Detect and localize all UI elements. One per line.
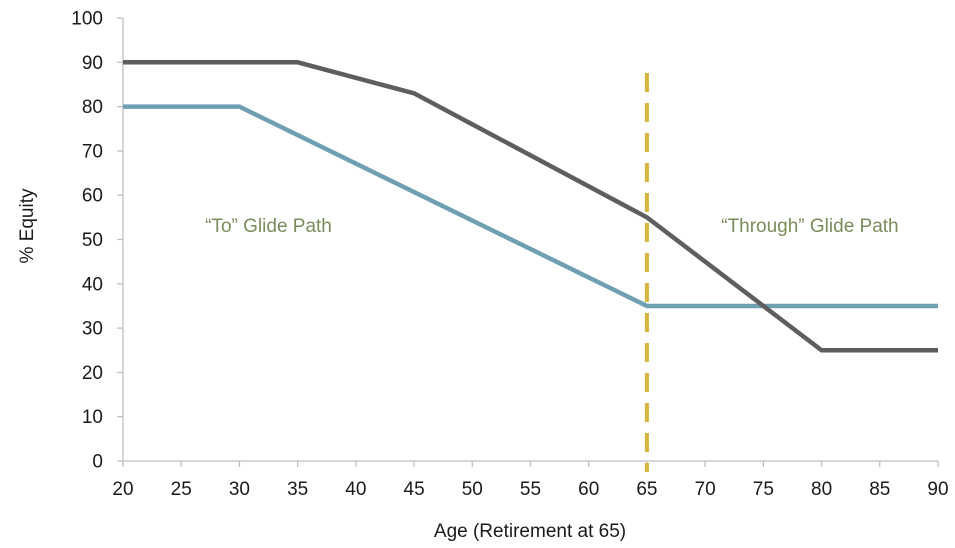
y-tick-label: 10 (82, 407, 103, 428)
x-axis-title: Age (Retirement at 65) (434, 521, 626, 542)
x-tick-label: 55 (520, 479, 541, 500)
x-tick-label: 30 (229, 479, 250, 500)
x-tick-label: 40 (345, 479, 366, 500)
x-tick-label: 50 (462, 479, 483, 500)
y-tick-label: 70 (82, 141, 103, 162)
annotations: “To” Glide Path “Through” Glide Path (205, 216, 898, 237)
x-tick-label: 20 (112, 479, 133, 500)
y-tick-label: 40 (82, 274, 103, 295)
annotation-to-glide-path: “To” Glide Path (205, 216, 332, 237)
x-axis-ticks: 20 25 30 35 40 45 50 55 60 65 70 75 80 85 90 (112, 461, 949, 500)
y-tick-label: 0 (92, 452, 103, 473)
series (123, 60, 938, 353)
x-tick-label: 75 (753, 479, 774, 500)
y-tick-label: 20 (82, 363, 103, 384)
x-tick-label: 80 (811, 479, 832, 500)
y-tick-label: 60 (82, 186, 103, 207)
x-tick-label: 45 (404, 479, 425, 500)
x-tick-label: 60 (578, 479, 599, 500)
y-tick-label: 50 (82, 230, 103, 251)
series-line-gray (123, 60, 938, 353)
x-tick-label: 65 (636, 479, 657, 500)
x-tick-label: 85 (869, 479, 890, 500)
x-tick-label: 90 (927, 479, 948, 500)
y-tick-label: 30 (82, 319, 103, 340)
x-tick-label: 70 (695, 479, 716, 500)
x-tick-label: 25 (171, 479, 192, 500)
y-axis-ticks: 0 10 20 30 40 50 60 70 80 90 100 (71, 9, 123, 473)
y-tick-label: 100 (71, 9, 103, 30)
y-axis-title: % Equity (17, 188, 38, 263)
x-tick-label: 35 (287, 479, 308, 500)
y-tick-label: 90 (82, 53, 103, 74)
y-tick-label: 80 (82, 97, 103, 118)
annotation-through-glide-path: “Through” Glide Path (721, 216, 898, 237)
axes: 0 10 20 30 40 50 60 70 80 90 100 20 25 30 35 40 45 50 55 6… (71, 9, 948, 501)
series-line-teal (123, 104, 938, 309)
